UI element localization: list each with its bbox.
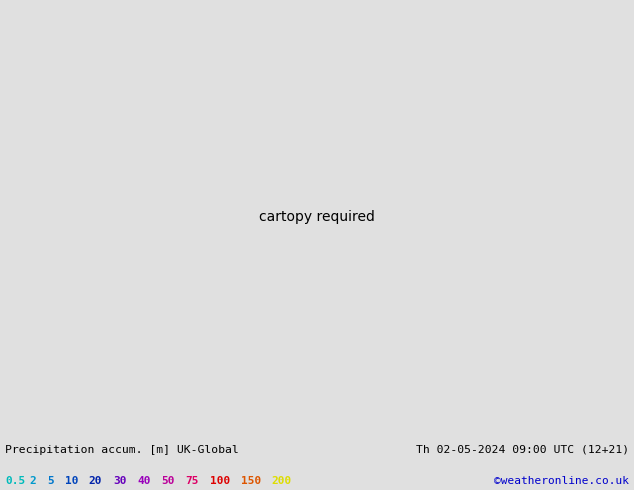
Text: 30: 30 [113,476,126,486]
Text: 50: 50 [161,476,174,486]
Text: 100: 100 [210,476,231,486]
Text: 150: 150 [241,476,261,486]
Text: 75: 75 [185,476,198,486]
Text: 2: 2 [29,476,36,486]
Text: 10: 10 [65,476,78,486]
Text: 200: 200 [271,476,292,486]
Text: Th 02-05-2024 09:00 UTC (12+21): Th 02-05-2024 09:00 UTC (12+21) [416,445,629,455]
Text: Precipitation accum. [m] UK-Global: Precipitation accum. [m] UK-Global [5,445,239,455]
Text: 0.5: 0.5 [5,476,25,486]
Text: 5: 5 [47,476,54,486]
Text: 20: 20 [89,476,102,486]
Text: 40: 40 [137,476,150,486]
Text: ©weatheronline.co.uk: ©weatheronline.co.uk [494,476,629,486]
Text: cartopy required: cartopy required [259,210,375,224]
